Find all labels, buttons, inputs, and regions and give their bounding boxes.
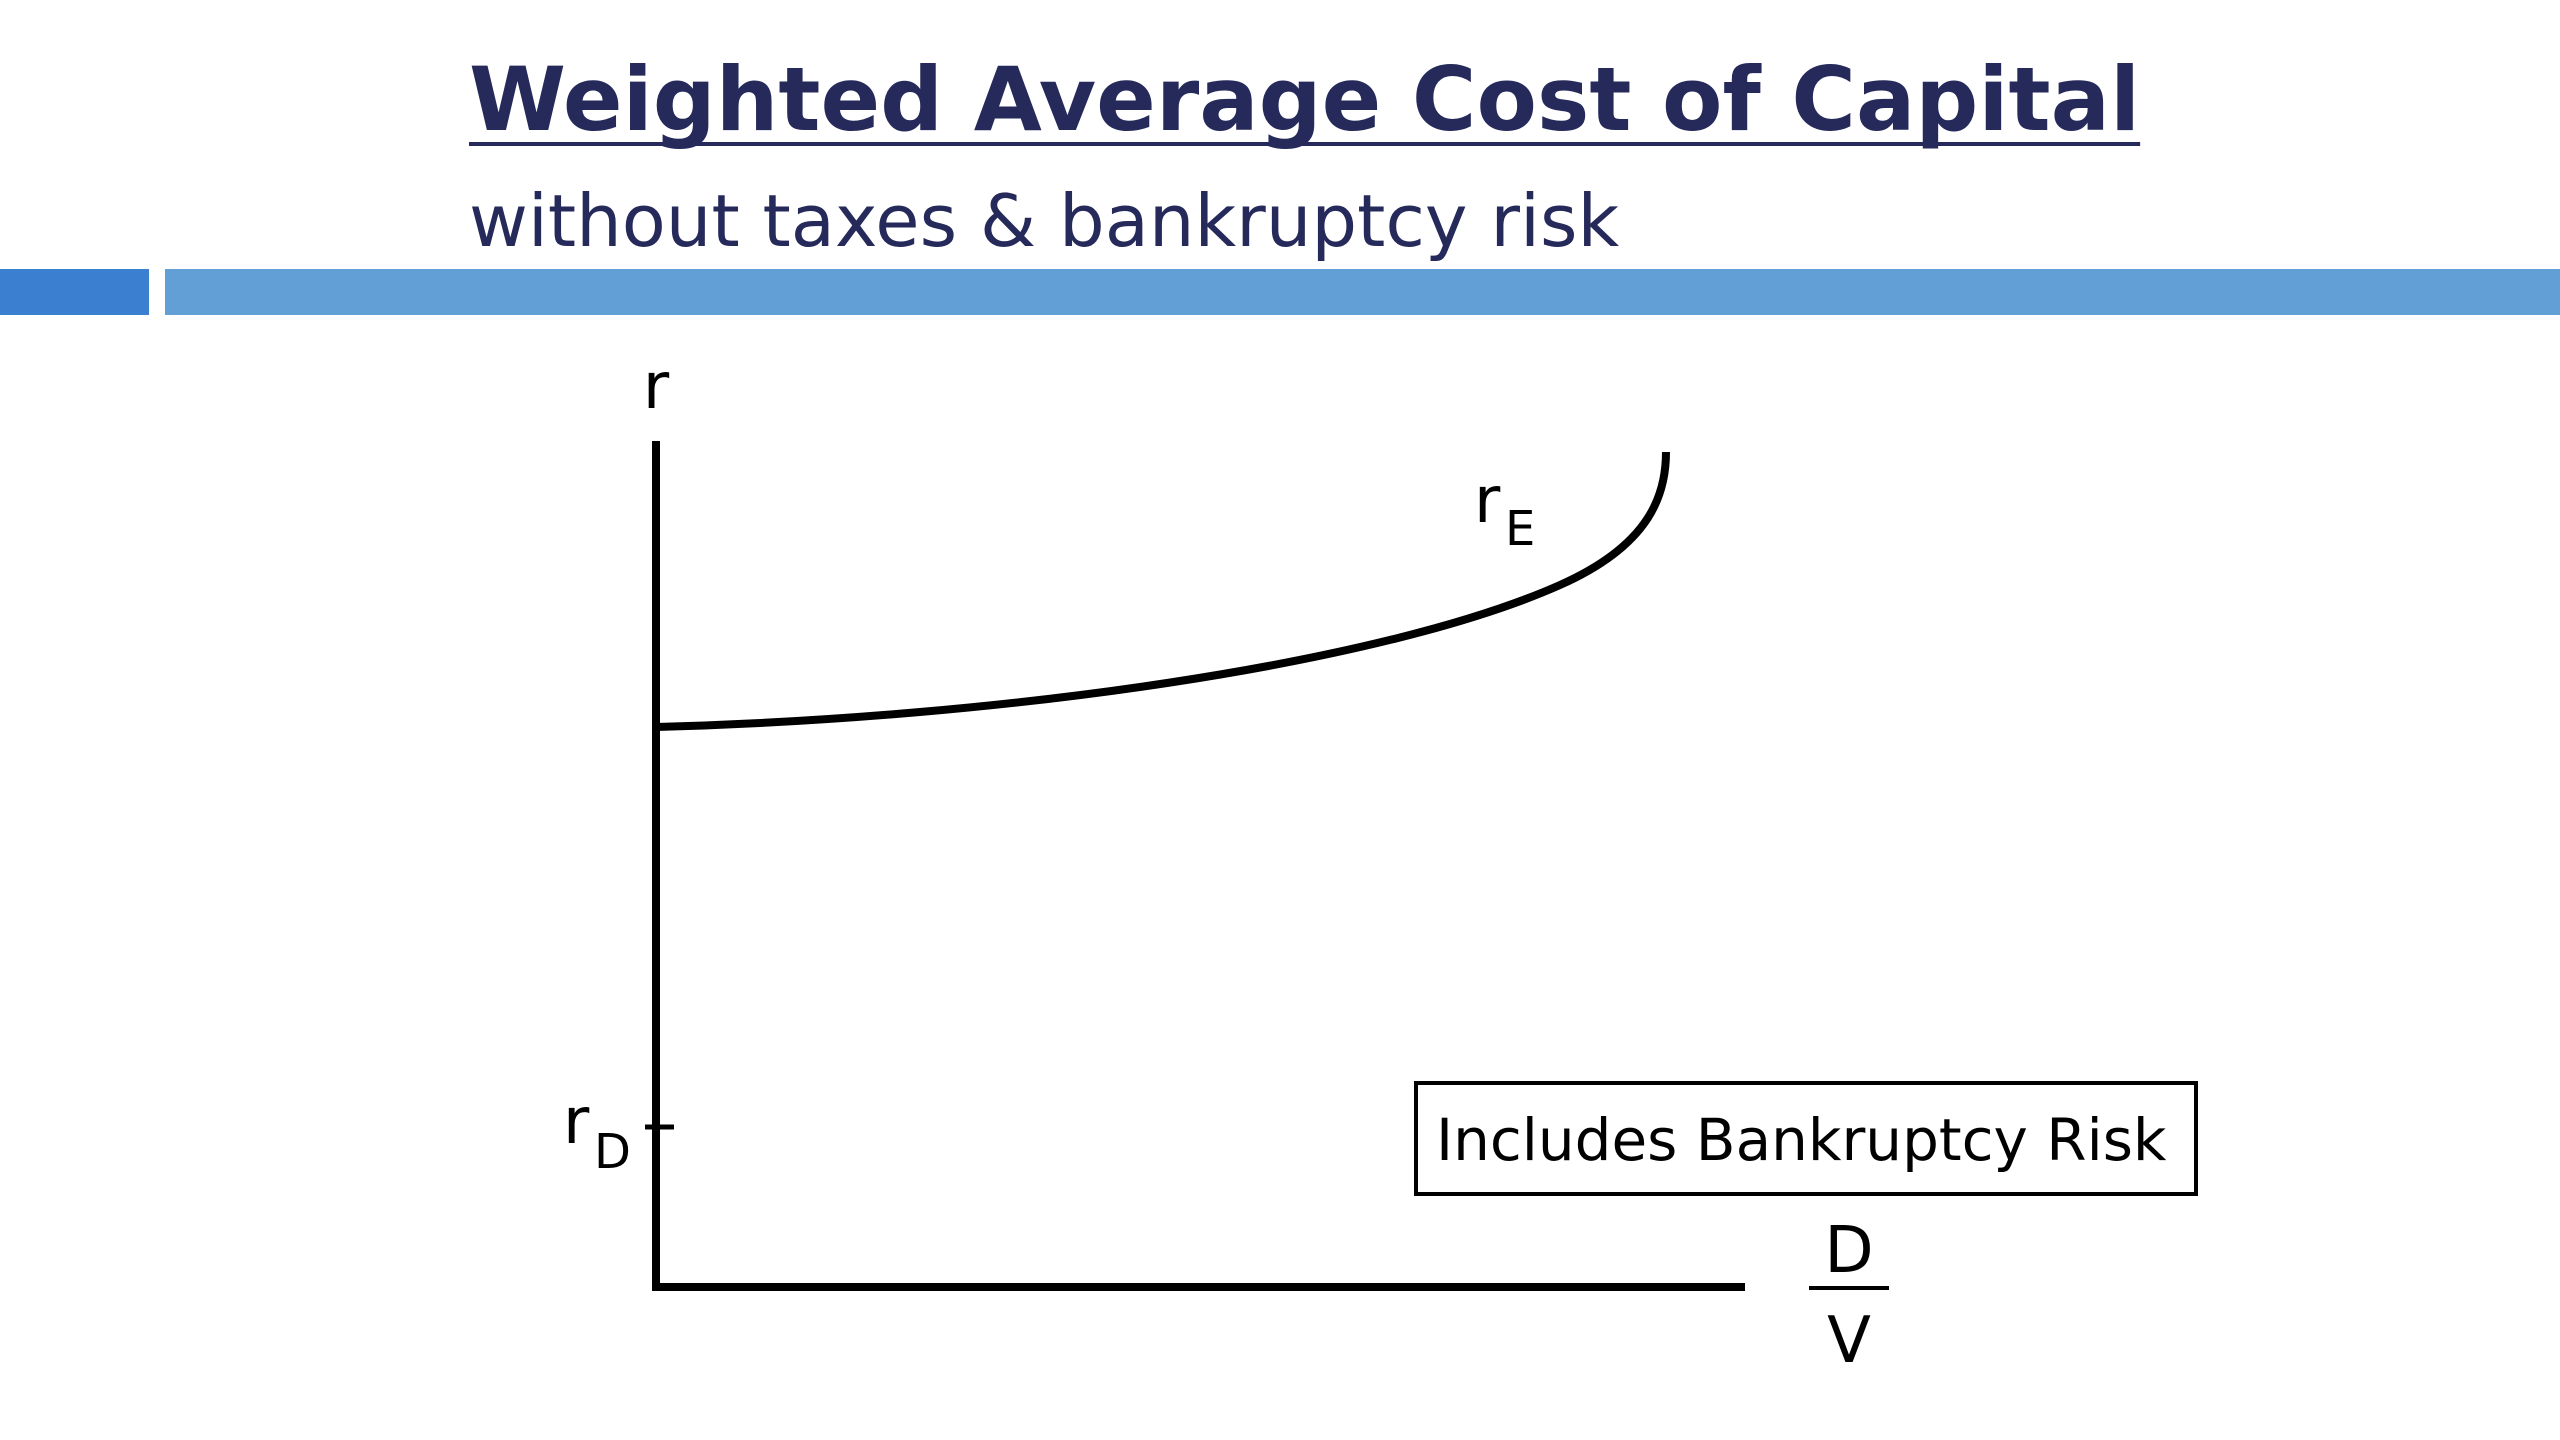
title: Weighted Average Cost of Capital (469, 48, 2140, 151)
re-curve (655, 451, 1670, 731)
x-axis-numerator: D (1824, 1214, 1873, 1288)
subtitle: without taxes & bankruptcy risk (469, 179, 1620, 263)
re-subscript: E (1505, 501, 1535, 557)
x-axis-denominator: V (1827, 1304, 1871, 1378)
accent-block (0, 269, 149, 315)
y-axis-label: r (643, 350, 670, 424)
note-text: Includes Bankruptcy Risk (1436, 1106, 2167, 1174)
accent-bar (165, 269, 2560, 315)
note-box (1414, 1081, 2198, 1196)
rd-label: r (563, 1085, 590, 1159)
re-label: r (1474, 464, 1501, 538)
rd-subscript: D (594, 1124, 631, 1180)
